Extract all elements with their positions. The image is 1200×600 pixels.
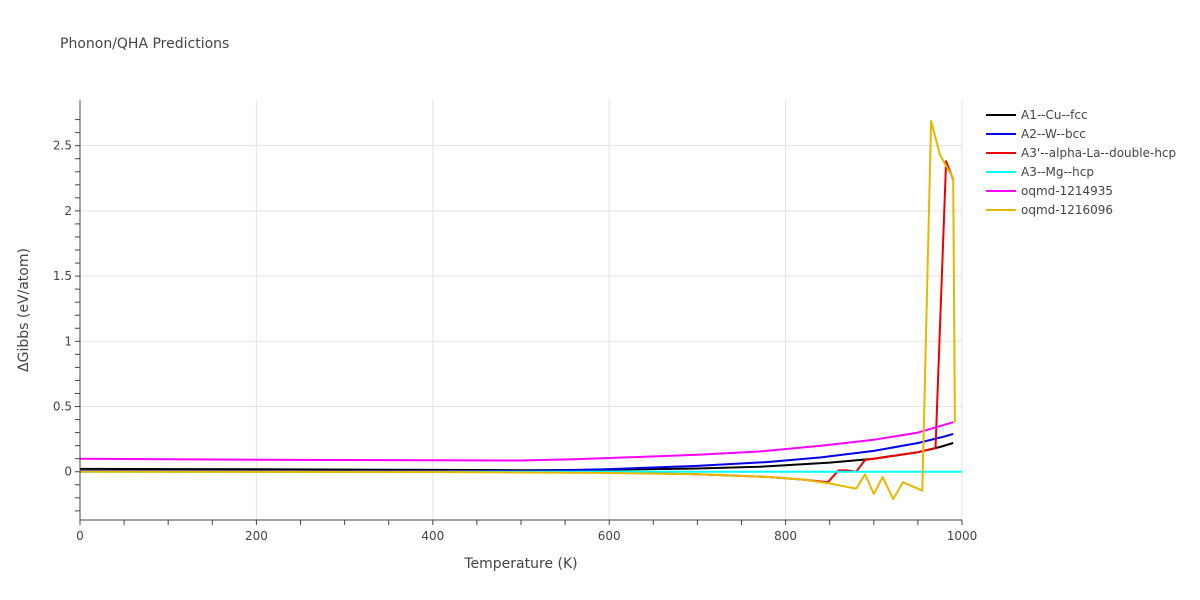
x-tick-label: 1000 (947, 529, 978, 543)
series-line-4 (79, 421, 954, 462)
series-line-5 (79, 119, 956, 501)
legend-label-2: A3'--alpha-La--double-hcp (1021, 146, 1176, 160)
y-tick-label: 2.5 (53, 139, 72, 153)
series-line-1 (79, 432, 954, 473)
x-tick-label: 200 (245, 529, 268, 543)
series-lines (79, 119, 962, 501)
y-tick-label: 1 (64, 334, 72, 348)
x-tick-label: 800 (774, 529, 797, 543)
legend-label-3: A3--Mg--hcp (1021, 165, 1094, 179)
x-tick-label: 600 (598, 529, 621, 543)
legend-label-5: oqmd-1216096 (1021, 203, 1113, 217)
legend-label-4: oqmd-1214935 (1021, 184, 1113, 198)
chart-title: Phonon/QHA Predictions (60, 36, 230, 52)
y-tick-label: 1.5 (53, 269, 72, 283)
y-tick-label: 2 (64, 204, 72, 218)
y-axis-title: ΔGibbs (eV/atom) (16, 248, 32, 372)
series-line-2 (79, 160, 955, 484)
legend: A1--Cu--fcc A2--W--bcc A3'--alpha-La--doub… (986, 108, 1176, 217)
x-axis-title: Temperature (K) (463, 556, 577, 572)
legend-label-0: A1--Cu--fcc (1021, 108, 1088, 122)
x-tick-label: 400 (421, 529, 444, 543)
y-tick-label: 0 (64, 465, 72, 479)
axes: 0 200 400 600 800 1000 0 0.5 1 1.5 2 2.5 (53, 100, 977, 543)
legend-label-1: A2--W--bcc (1021, 127, 1086, 141)
y-tick-label: 0.5 (53, 400, 72, 414)
x-tick-label: 0 (76, 529, 84, 543)
